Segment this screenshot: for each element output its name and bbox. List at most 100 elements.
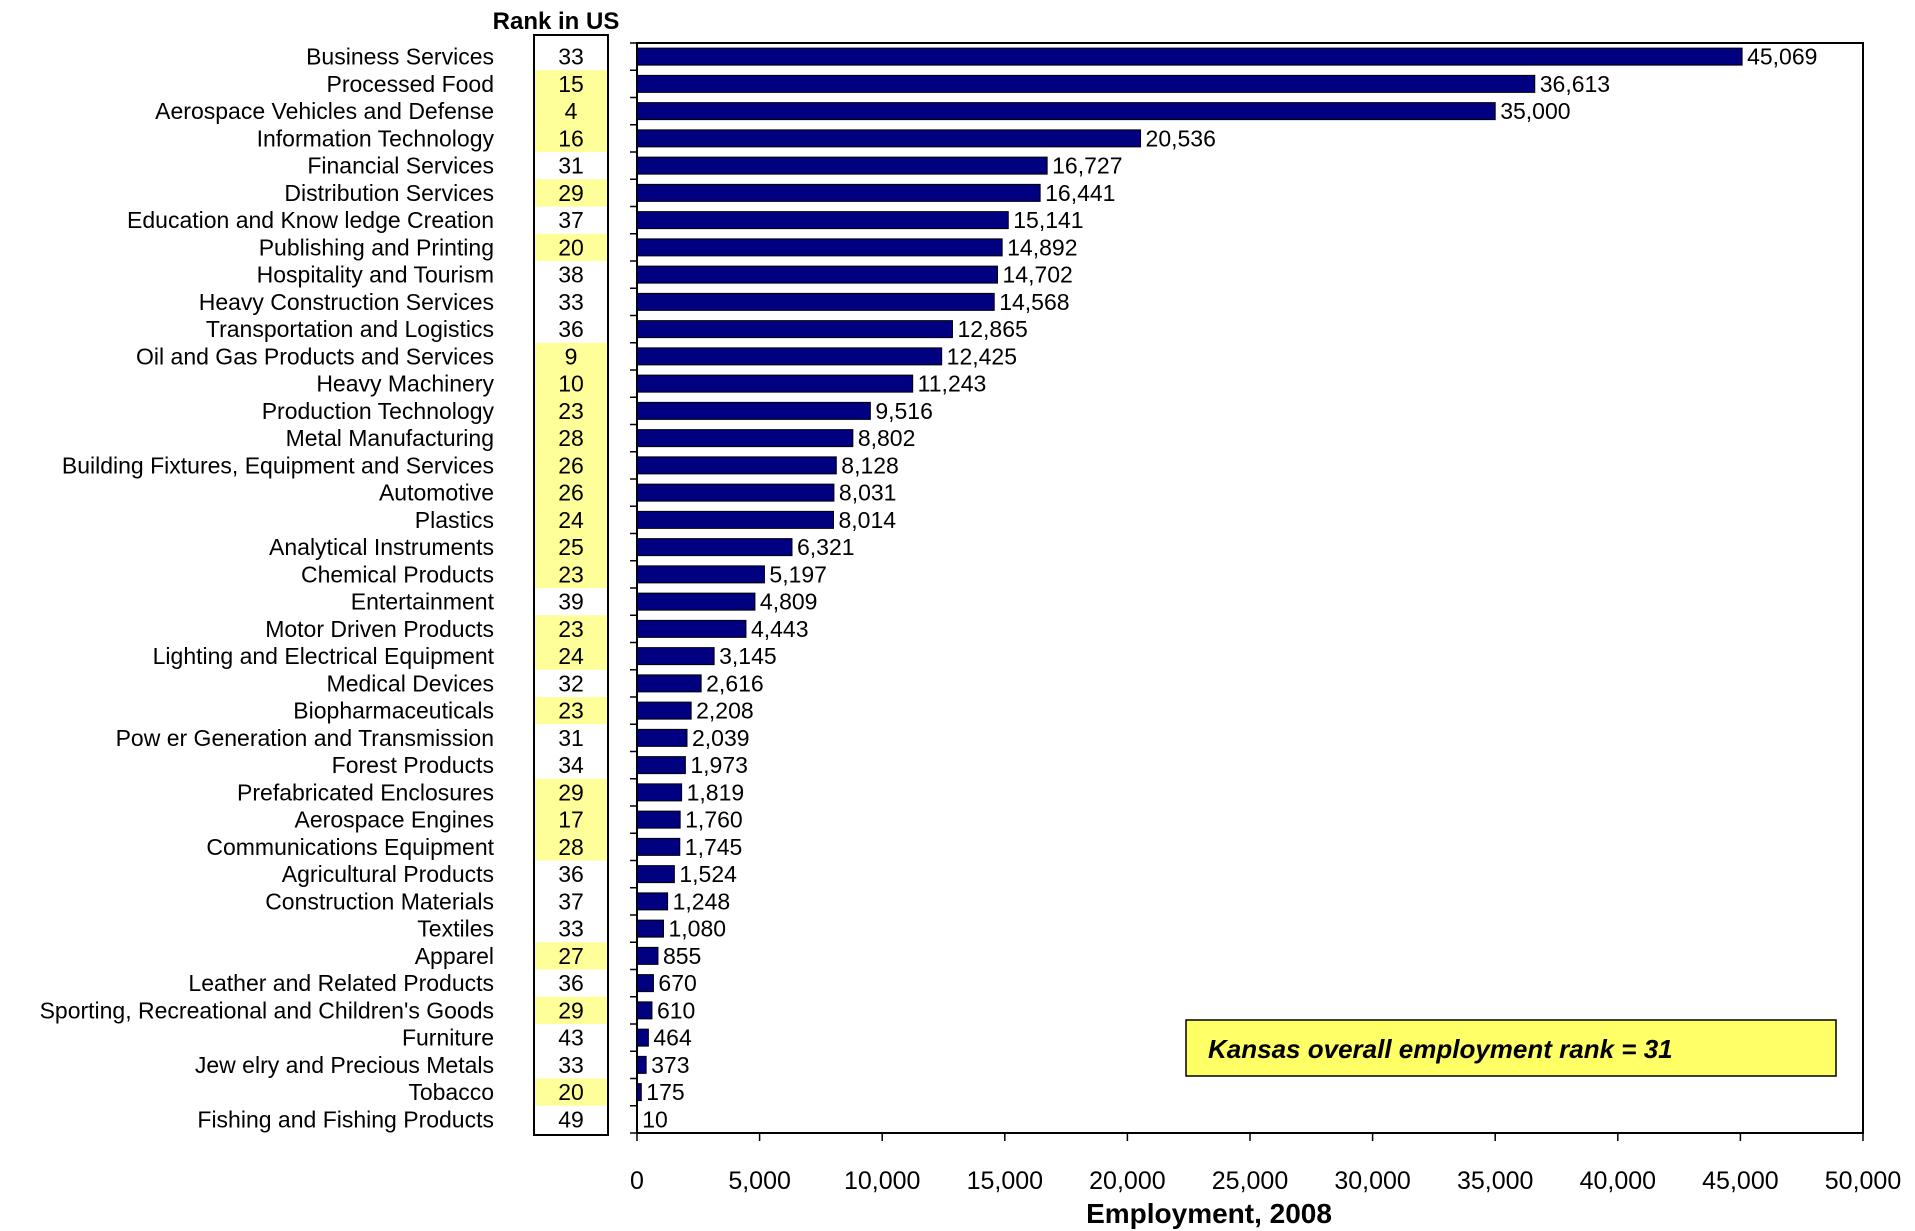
bar-value-label: 610 — [657, 997, 695, 1023]
bar — [636, 374, 914, 393]
x-tick-label: 0 — [630, 1167, 644, 1195]
category-label: Oil and Gas Products and Services — [136, 343, 494, 369]
bar — [636, 919, 664, 938]
bar — [636, 47, 1743, 66]
category-label: Heavy Machinery — [316, 371, 494, 397]
bar — [636, 183, 1041, 202]
bar-value-label: 855 — [663, 943, 701, 969]
rank-highlight — [534, 97, 608, 125]
rank-value: 26 — [558, 452, 584, 478]
bar — [636, 401, 871, 420]
x-tick-label: 25,000 — [1212, 1167, 1288, 1195]
bar — [636, 619, 747, 638]
bar-value-label: 16,727 — [1052, 153, 1122, 179]
category-label: Apparel — [415, 943, 494, 969]
rank-value: 28 — [558, 425, 584, 451]
bar — [636, 129, 1142, 148]
category-label: Tobacco — [408, 1079, 494, 1105]
bar-value-label: 1,745 — [685, 834, 743, 860]
rank-value: 25 — [558, 534, 584, 560]
rank-highlight — [534, 533, 608, 561]
bar-value-label: 8,014 — [839, 507, 897, 533]
rank-highlight — [534, 642, 608, 670]
x-tick-label: 50,000 — [1825, 1167, 1901, 1195]
bar — [636, 756, 686, 775]
x-tick-label: 10,000 — [844, 1167, 920, 1195]
rank-highlight — [534, 615, 608, 643]
rank-highlight — [534, 942, 608, 970]
category-label: Chemical Products — [301, 561, 494, 587]
bar-value-label: 8,802 — [858, 425, 916, 451]
category-label: Textiles — [417, 916, 494, 942]
bar — [636, 320, 953, 339]
x-tick-label: 40,000 — [1580, 1167, 1656, 1195]
bar — [636, 837, 681, 856]
bar-value-label: 9,516 — [875, 398, 933, 424]
rank-value: 36 — [558, 861, 584, 887]
bar-value-label: 670 — [658, 970, 696, 996]
category-label: Heavy Construction Services — [199, 289, 494, 315]
rank-highlight — [534, 506, 608, 534]
bar — [636, 156, 1048, 175]
bar-value-label: 14,892 — [1007, 234, 1077, 260]
rank-value: 37 — [558, 888, 584, 914]
rank-value: 23 — [558, 698, 584, 724]
rank-highlight — [534, 833, 608, 861]
rank-highlight — [534, 424, 608, 452]
bar — [636, 292, 995, 311]
rank-value: 49 — [558, 1106, 584, 1132]
rank-value: 33 — [558, 1052, 584, 1078]
rank-value: 33 — [558, 916, 584, 942]
bar-value-label: 3,145 — [719, 643, 777, 669]
category-label: Metal Manufacturing — [286, 425, 494, 451]
rank-value: 4 — [565, 98, 578, 124]
x-tick-label: 20,000 — [1089, 1167, 1165, 1195]
rank-column-frame — [533, 34, 609, 1136]
category-label: Communications Equipment — [206, 834, 494, 860]
rank-highlight — [534, 479, 608, 507]
rank-highlight — [534, 233, 608, 261]
category-label: Lighting and Electrical Equipment — [153, 643, 495, 669]
rank-value: 23 — [558, 616, 584, 642]
bar — [636, 592, 756, 611]
rank-value: 36 — [558, 970, 584, 996]
bar-value-label: 1,973 — [690, 752, 748, 778]
x-tick-label: 30,000 — [1334, 1167, 1410, 1195]
bar-value-label: 2,616 — [706, 670, 764, 696]
category-label: Forest Products — [332, 752, 494, 778]
rank-highlight — [534, 560, 608, 588]
rank-value: 29 — [558, 180, 584, 206]
bar — [636, 483, 835, 502]
bar — [636, 647, 715, 666]
rank-value: 34 — [558, 752, 584, 778]
x-tick-label: 35,000 — [1457, 1167, 1533, 1195]
category-label: Prefabricated Enclosures — [237, 779, 494, 805]
bar — [636, 810, 681, 829]
bar — [636, 211, 1009, 230]
x-tick-label: 15,000 — [967, 1167, 1043, 1195]
bar-value-label: 15,141 — [1013, 207, 1083, 233]
bar — [636, 102, 1496, 121]
x-tick-label: 45,000 — [1702, 1167, 1778, 1195]
plot-area-frame — [636, 42, 1864, 1134]
bar — [636, 510, 835, 529]
bar-value-label: 175 — [646, 1079, 684, 1105]
y-axis-ticks — [630, 42, 637, 1134]
rank-highlight — [534, 1078, 608, 1106]
rank-value: 16 — [558, 125, 584, 151]
category-label: Analytical Instruments — [269, 534, 494, 560]
rank-value: 9 — [565, 343, 578, 369]
category-label: Education and Know ledge Creation — [127, 207, 494, 233]
category-label: Aerospace Engines — [295, 807, 494, 833]
x-axis-title: Employment, 2008 — [1086, 1198, 1332, 1229]
category-label: Processed Food — [327, 71, 494, 97]
category-label: Production Technology — [262, 398, 495, 424]
rank-highlight — [534, 778, 608, 806]
category-label: Entertainment — [351, 589, 495, 615]
rank-value: 24 — [558, 643, 584, 669]
bar-value-label: 6,321 — [797, 534, 855, 560]
category-label: Hospitality and Tourism — [257, 262, 494, 288]
category-label: Furniture — [402, 1025, 494, 1051]
